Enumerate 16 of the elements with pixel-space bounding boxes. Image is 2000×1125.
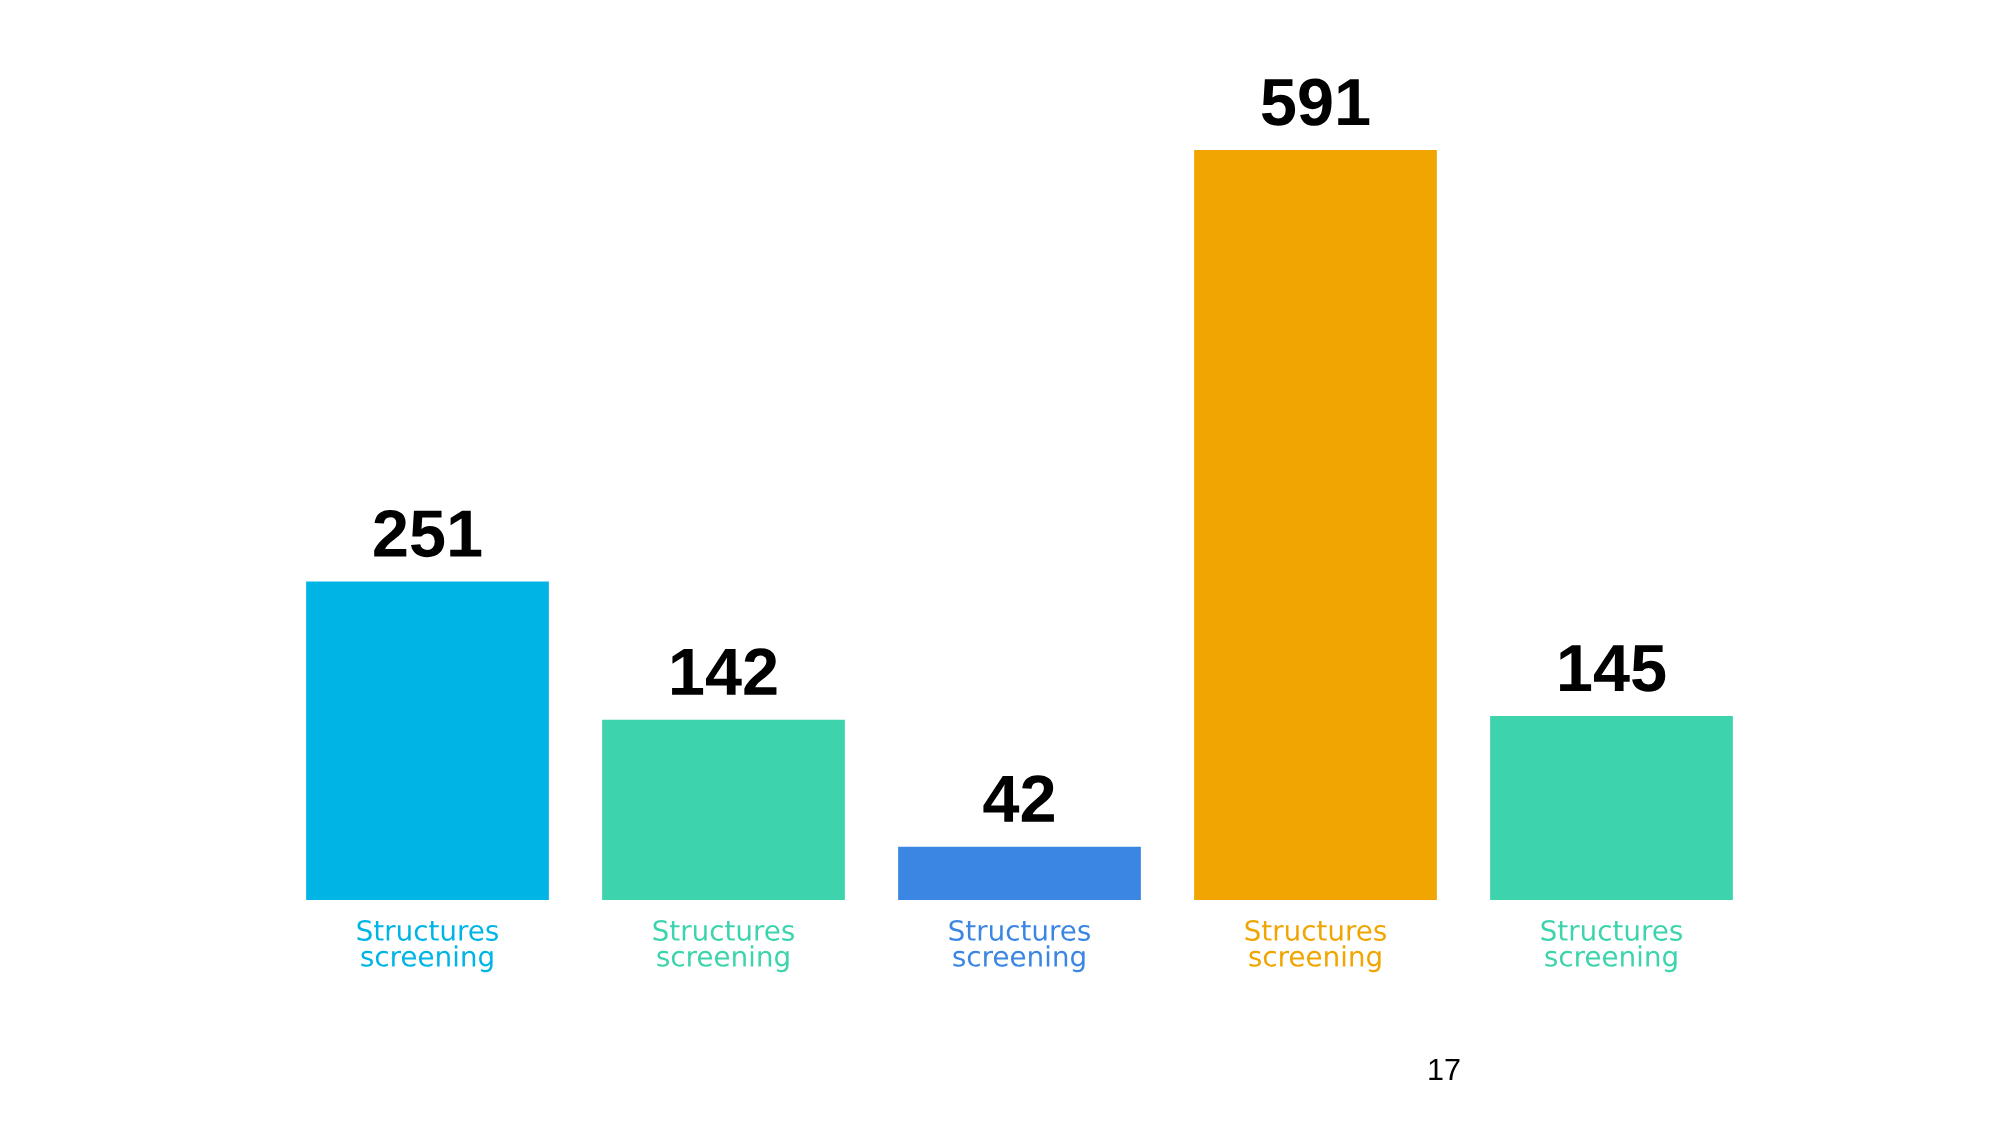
x-tick-label: Structures screening — [1245, 919, 1386, 973]
x-tick-label: Structures screening — [357, 919, 498, 973]
x-tick-label: Structures screening — [949, 919, 1090, 973]
bar — [898, 846, 1141, 900]
bar — [602, 719, 845, 900]
bar — [1194, 150, 1437, 900]
bar — [1490, 715, 1733, 900]
data-label: 142 — [672, 648, 777, 695]
bar — [306, 581, 549, 900]
data-label: 591 — [1261, 78, 1370, 126]
data-label: 251 — [374, 509, 482, 558]
x-tick-label: Structures screening — [653, 919, 794, 973]
text: 17 — [1429, 1059, 1460, 1081]
x-tick-label: Structures screening — [1541, 919, 1682, 973]
data-label: 42 — [983, 775, 1054, 822]
data-label: 145 — [1560, 645, 1666, 692]
